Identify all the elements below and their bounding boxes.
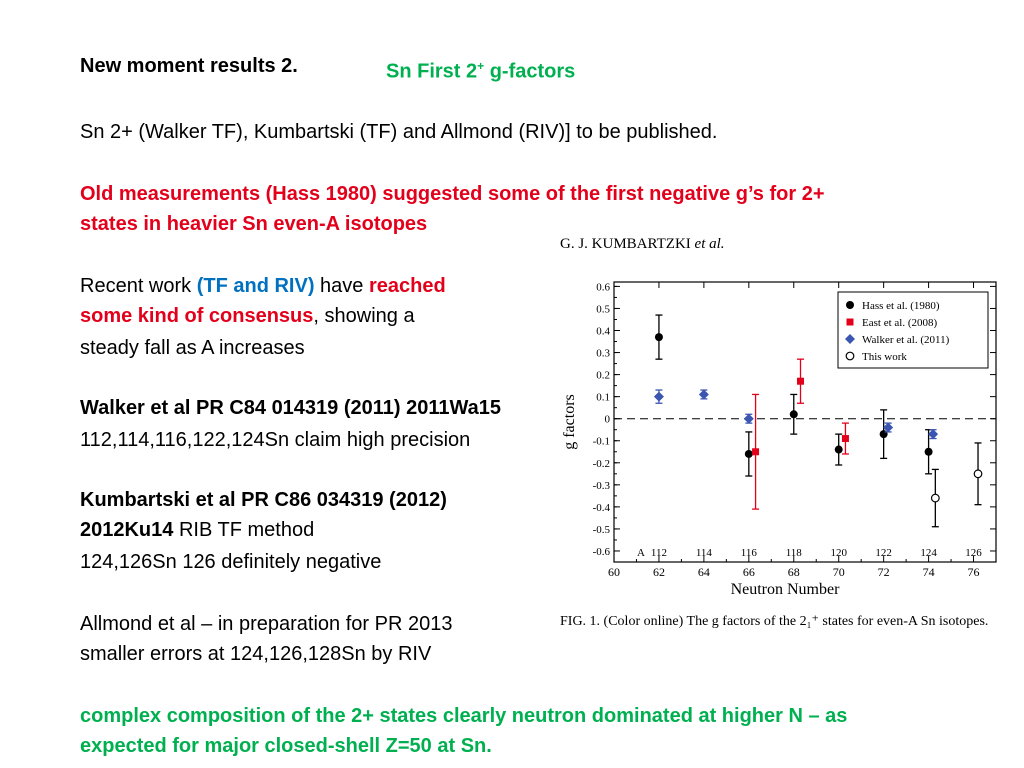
publication-line: Sn 2+ (Walker TF), Kumbartski (TF) and A… bbox=[80, 121, 718, 143]
legend-label: Walker et al. (2011) bbox=[862, 334, 950, 346]
consensus-line: some kind of consensus, showing a bbox=[80, 304, 415, 328]
data-point bbox=[654, 333, 663, 342]
kumbartski-method: RIB TF method bbox=[173, 519, 315, 541]
walker-isotopes: 112,114,116,122,124Sn claim high precisi… bbox=[80, 429, 471, 451]
slide-title: New moment results 2. bbox=[80, 55, 298, 77]
data-point bbox=[698, 389, 709, 400]
recent-reached: reached bbox=[368, 275, 446, 297]
x-tick-label: 70 bbox=[833, 565, 845, 579]
consensus-text: some kind of consensus bbox=[80, 305, 314, 327]
kumbartski-reference: Kumbartski et al PR C86 034319 (2012) bbox=[80, 489, 447, 511]
y-tick-label: 0.3 bbox=[596, 348, 610, 360]
data-point bbox=[973, 469, 983, 479]
consensus-tail: , showing a bbox=[313, 305, 415, 327]
slide-subtitle: Sn First 2+ g-factors bbox=[386, 54, 575, 84]
y-tick-label: -0.5 bbox=[593, 524, 611, 536]
figure-header: G. J. KUMBARTZKI et al. bbox=[560, 236, 725, 253]
data-point bbox=[744, 449, 753, 458]
y-tick-label: 0.5 bbox=[596, 303, 610, 315]
data-point bbox=[930, 493, 940, 503]
kumbartski-code: 2012Ku14 bbox=[80, 519, 174, 541]
data-point bbox=[841, 435, 849, 443]
y-tick-label: 0.1 bbox=[596, 392, 610, 404]
data-point bbox=[834, 445, 843, 454]
y-tick-label: -0.4 bbox=[593, 502, 611, 514]
mass-number-label: 126 bbox=[965, 547, 982, 559]
x-tick-label: 62 bbox=[653, 565, 665, 579]
g-factor-chart: -0.6 -0.5 -0.4 -0.3 -0.2 -0.1 0 0.1 0.2 0.3 0.4 0.5… bbox=[561, 281, 997, 598]
mass-number-label: 112 bbox=[651, 547, 667, 559]
kumbartski-method-line: 2012Ku14 RIB TF method bbox=[80, 518, 314, 542]
x-tick-label: 74 bbox=[923, 565, 935, 579]
x-tick-label: 68 bbox=[788, 565, 800, 579]
plot-frame bbox=[613, 281, 997, 563]
y-tick-label: 0.2 bbox=[596, 370, 610, 382]
figure-header-author: G. J. KUMBARTZKI bbox=[560, 236, 695, 252]
subtitle-sup: + bbox=[477, 59, 485, 73]
recent-methods: (TF and RIV) bbox=[196, 275, 315, 297]
conclusion-line-2: expected for major closed-shell Z=50 at … bbox=[80, 735, 492, 757]
subtitle-main: Sn First 2 bbox=[386, 60, 478, 83]
old-measurements-line-2: states in heavier Sn even-A isotopes bbox=[80, 213, 428, 235]
mass-number-label: 122 bbox=[875, 547, 892, 559]
x-tick-label: 66 bbox=[743, 565, 755, 579]
mass-number-label: 116 bbox=[741, 547, 758, 559]
x-tick-label: 60 bbox=[608, 565, 620, 579]
legend-marker bbox=[845, 334, 855, 344]
allmond-line-2: smaller errors at 124,126,128Sn by RIV bbox=[80, 643, 432, 665]
data-point bbox=[743, 413, 754, 424]
data-point bbox=[883, 422, 894, 433]
y-tick-label: 0.6 bbox=[596, 281, 610, 293]
data-point bbox=[924, 447, 933, 456]
old-measurements-line-1: Old measurements (Hass 1980) suggested s… bbox=[80, 183, 825, 205]
y-tick-label: -0.2 bbox=[593, 458, 610, 470]
legend-marker bbox=[846, 318, 854, 326]
y-tick-label: -0.1 bbox=[593, 436, 610, 448]
x-tick-label: 76 bbox=[968, 565, 980, 579]
walker-reference: Walker et al PR C84 014319 (2011) 2011Wa… bbox=[80, 397, 502, 419]
legend-box bbox=[837, 291, 989, 369]
steady-fall-line: steady fall as A increases bbox=[80, 337, 305, 359]
x-axis-label: Neutron Number bbox=[731, 581, 841, 598]
x-tick-label: 72 bbox=[878, 565, 890, 579]
data-point bbox=[797, 377, 805, 385]
allmond-line-1: Allmond et al – in preparation for PR 20… bbox=[80, 613, 453, 635]
data-point bbox=[653, 391, 664, 402]
data-point bbox=[789, 410, 798, 419]
mass-number-label: 124 bbox=[920, 547, 937, 559]
mass-number-label: 118 bbox=[786, 547, 803, 559]
y-axis-label: g factors bbox=[561, 394, 578, 450]
y-tick-label: 0.4 bbox=[596, 326, 610, 338]
legend-label: East et al. (2008) bbox=[862, 317, 937, 329]
mass-label: A bbox=[637, 547, 645, 559]
recent-work-line: Recent work (TF and RIV) have reached bbox=[80, 274, 446, 298]
mass-number-label: 120 bbox=[830, 547, 847, 559]
y-tick-label: 0 bbox=[605, 414, 611, 426]
legend-marker bbox=[846, 301, 854, 309]
recent-text: Recent work bbox=[80, 275, 197, 297]
mass-number-label: 114 bbox=[696, 547, 713, 559]
data-point bbox=[752, 448, 760, 456]
subtitle-tail: g-factors bbox=[484, 60, 576, 83]
conclusion-line-1: complex composition of the 2+ states cle… bbox=[80, 705, 848, 727]
figure-header-etal: et al. bbox=[694, 236, 725, 252]
x-tick-label: 64 bbox=[698, 565, 710, 579]
legend-label: This work bbox=[862, 351, 907, 363]
recent-have: have bbox=[314, 275, 369, 297]
kumbartski-isotopes: 124,126Sn 126 definitely negative bbox=[80, 551, 382, 573]
data-point bbox=[928, 429, 939, 440]
y-tick-label: -0.6 bbox=[593, 546, 611, 558]
legend-marker bbox=[845, 351, 855, 361]
figure-caption: FIG. 1. (Color online) The g factors of … bbox=[560, 614, 989, 629]
y-tick-label: -0.3 bbox=[593, 480, 611, 492]
legend-label: Hass et al. (1980) bbox=[862, 300, 940, 312]
